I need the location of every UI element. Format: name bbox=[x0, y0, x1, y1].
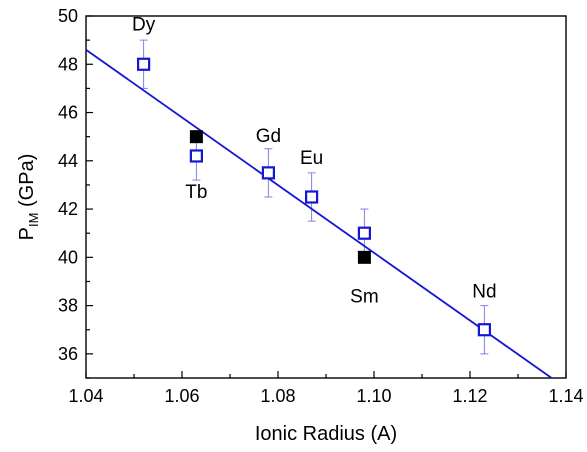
x-tick-label: 1.14 bbox=[548, 386, 583, 406]
open-square-marker bbox=[477, 323, 491, 337]
fit-line-group bbox=[85, 49, 553, 379]
point-labels: Dy Tb Gd Eu Nd Sm bbox=[132, 14, 497, 307]
markers bbox=[137, 57, 491, 337]
open-square-marker bbox=[305, 190, 319, 204]
y-axis-label-unit: (GPa) bbox=[16, 154, 38, 213]
y-tick-label: 38 bbox=[58, 296, 78, 316]
filled-square-marker bbox=[189, 130, 203, 144]
open-square-marker bbox=[357, 226, 371, 240]
x-tick-label: 1.06 bbox=[164, 386, 199, 406]
y-tick-label: 40 bbox=[58, 247, 78, 267]
y-tick-label: 44 bbox=[58, 151, 78, 171]
filled-square-marker bbox=[357, 250, 371, 264]
fit-line bbox=[85, 49, 553, 379]
axis-ticks bbox=[85, 15, 567, 379]
x-tick-label: 1.08 bbox=[260, 386, 295, 406]
point-label-dy: Dy bbox=[132, 14, 156, 35]
point-label-tb: Tb bbox=[185, 182, 207, 203]
y-tick-label: 36 bbox=[58, 344, 78, 364]
y-tick-label: 46 bbox=[58, 103, 78, 123]
point-label-sm: Sm bbox=[350, 286, 379, 307]
tick-labels: 1.04 1.06 1.08 1.10 1.12 1.14 36 38 40 42 44 46 48 50 bbox=[58, 6, 584, 406]
x-tick-label: 1.10 bbox=[356, 386, 391, 406]
open-square-marker bbox=[137, 57, 151, 71]
x-axis-label: Ionic Radius (A) bbox=[255, 423, 397, 445]
y-axis-label-subscript: IM bbox=[26, 213, 41, 227]
point-label-nd: Nd bbox=[472, 282, 496, 303]
x-tick-label: 1.04 bbox=[68, 386, 103, 406]
open-square-marker bbox=[189, 149, 203, 163]
x-tick-label: 1.12 bbox=[452, 386, 487, 406]
plot-frame bbox=[85, 15, 567, 379]
y-tick-label: 42 bbox=[58, 199, 78, 219]
point-label-gd: Gd bbox=[256, 126, 281, 147]
open-square-marker bbox=[261, 166, 275, 180]
point-label-eu: Eu bbox=[300, 148, 323, 169]
y-axis-label-main: P bbox=[16, 227, 38, 240]
y-tick-label: 48 bbox=[58, 54, 78, 74]
y-axis-label: PIM (GPa) bbox=[16, 154, 41, 241]
y-tick-label: 50 bbox=[58, 6, 78, 26]
